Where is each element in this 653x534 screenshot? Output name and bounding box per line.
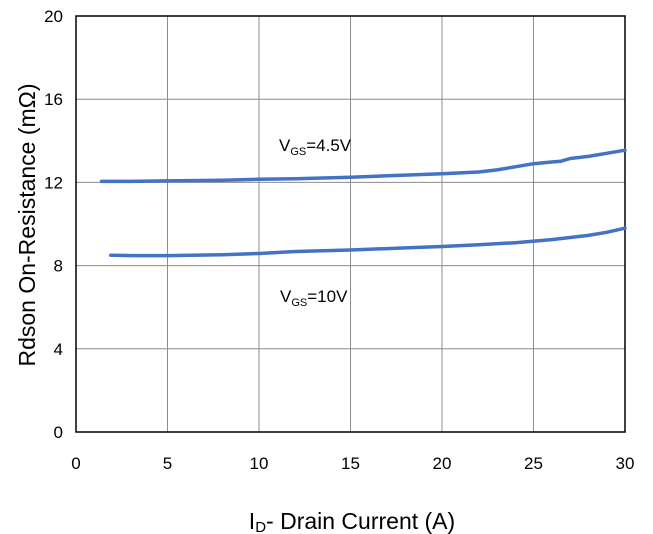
y-tick-label: 16 <box>44 90 63 109</box>
x-tick-label: 10 <box>250 454 269 473</box>
series-layer <box>99 148 627 258</box>
y-tick-label: 0 <box>54 423 63 442</box>
x-tick-label: 5 <box>163 454 172 473</box>
plot-frame <box>75 15 626 433</box>
y-tick-label: 8 <box>54 257 63 276</box>
grid <box>76 16 625 432</box>
series-label-vgs-10v: VGS=10V <box>280 287 348 309</box>
series-line-vgs-10v <box>109 226 627 258</box>
x-tick-label: 25 <box>524 454 543 473</box>
series-label-vgs-4.5v: VGS=4.5V <box>279 136 352 158</box>
x-tick-label: 30 <box>616 454 635 473</box>
series-line-vgs-4.5v <box>99 148 627 184</box>
x-tick-label: 0 <box>71 454 80 473</box>
tick-labels: 0 5 10 15 20 25 30 0 4 8 12 16 20 <box>44 7 634 473</box>
x-axis-title: ID- Drain Current (A) <box>249 508 455 534</box>
x-tick-label: 20 <box>433 454 452 473</box>
y-axis-title: Rdson On-Resistance (mΩ) <box>14 83 40 366</box>
y-tick-label: 4 <box>54 340 63 359</box>
y-tick-label: 12 <box>44 173 63 192</box>
x-tick-label: 15 <box>341 454 360 473</box>
y-tick-label: 20 <box>44 7 63 26</box>
